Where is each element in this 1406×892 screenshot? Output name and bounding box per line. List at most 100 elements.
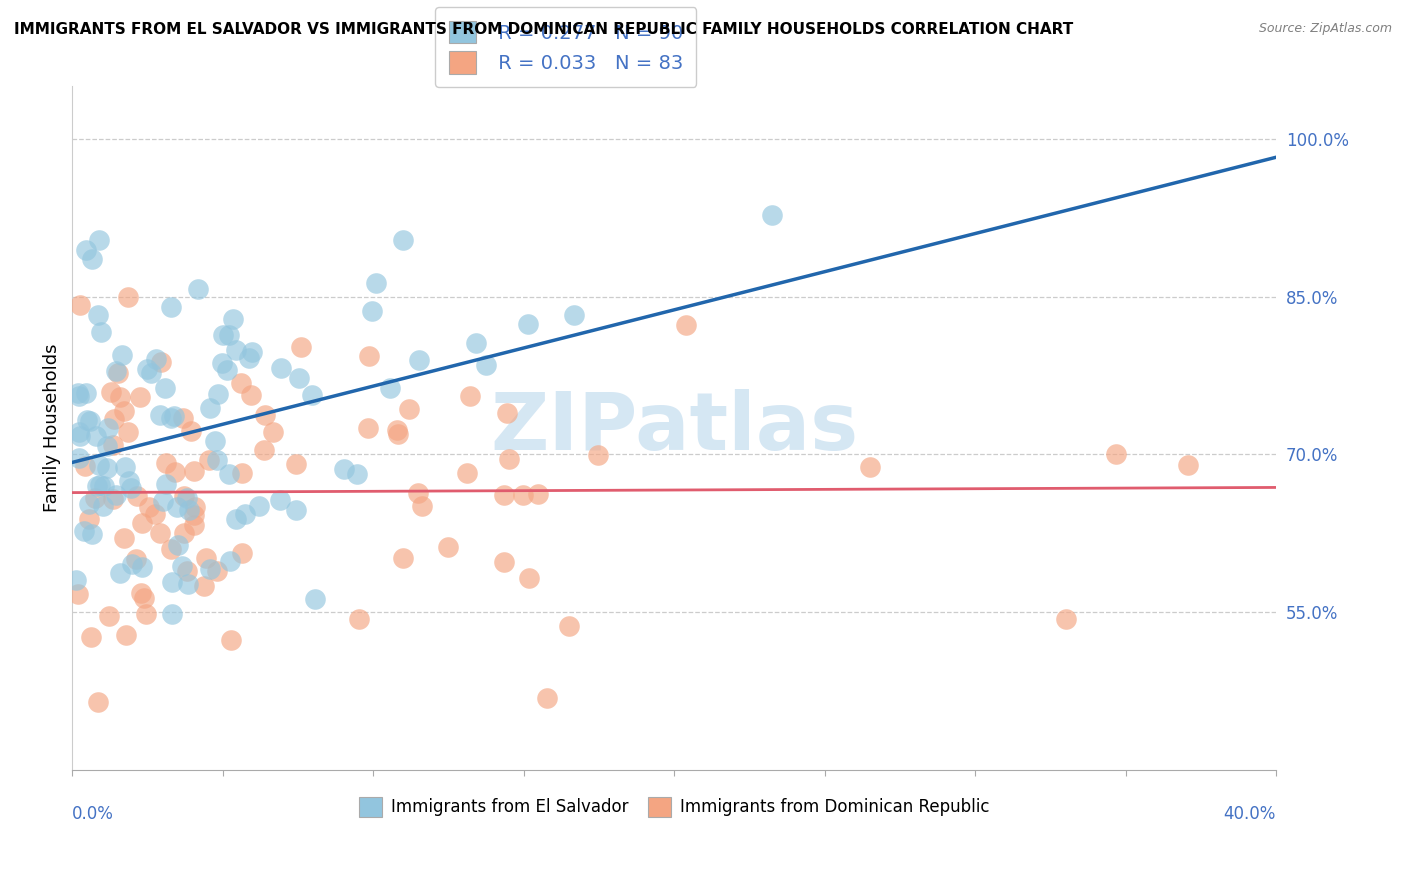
Point (186, 282, 208, 296)
Point (170, 559, 193, 574)
Point (172, 411, 194, 425)
Point (118, 474, 141, 488)
Text: Source: ZipAtlas.com: Source: ZipAtlas.com (1258, 22, 1392, 36)
Point (152, 494, 174, 508)
Point (87, 233, 110, 247)
Point (167, 537, 190, 551)
Point (517, 571, 540, 585)
Point (125, 489, 148, 503)
Text: 40.0%: 40.0% (1223, 805, 1277, 822)
Point (517, 318, 540, 332)
Point (262, 425, 284, 439)
Point (67, 385, 90, 400)
Point (149, 526, 172, 541)
Point (198, 453, 221, 467)
Point (86, 478, 108, 492)
Point (100, 384, 122, 399)
Point (456, 467, 478, 481)
Point (67, 451, 90, 466)
Point (149, 355, 172, 369)
Point (247, 499, 270, 513)
Point (117, 425, 139, 439)
Point (859, 459, 882, 474)
Point (558, 619, 581, 633)
Point (387, 427, 409, 442)
Point (75, 386, 97, 401)
Point (111, 348, 134, 362)
Point (288, 371, 311, 385)
Point (225, 512, 247, 526)
Point (73, 524, 96, 538)
Point (93, 479, 115, 493)
Point (69, 429, 91, 443)
Point (176, 491, 198, 505)
Point (120, 481, 142, 495)
Point (675, 318, 697, 333)
Point (495, 406, 517, 420)
Point (194, 551, 217, 566)
Point (301, 388, 323, 402)
Point (138, 500, 160, 514)
Point (105, 488, 128, 502)
Point (357, 421, 380, 435)
Point (135, 607, 157, 622)
Point (129, 585, 152, 599)
Point (492, 488, 515, 502)
Point (231, 466, 253, 480)
Point (205, 564, 228, 578)
Point (385, 424, 408, 438)
Point (586, 448, 609, 462)
Point (114, 460, 136, 475)
Point (112, 532, 135, 546)
Point (173, 489, 195, 503)
Point (143, 507, 166, 521)
Point (96, 461, 118, 475)
Point (347, 612, 370, 626)
Point (207, 386, 229, 401)
Point (212, 328, 235, 343)
Point (83, 491, 105, 505)
Point (129, 390, 152, 404)
Point (458, 389, 481, 403)
Point (114, 628, 136, 642)
Point (218, 467, 240, 482)
Point (231, 546, 253, 560)
Point (179, 502, 201, 516)
Point (125, 552, 148, 566)
Point (494, 555, 516, 569)
Point (436, 540, 458, 554)
Point (145, 352, 167, 367)
Point (229, 376, 252, 390)
Point (160, 574, 183, 589)
Point (77, 498, 100, 512)
Point (211, 356, 233, 370)
Point (562, 308, 585, 322)
Point (536, 691, 558, 706)
Point (198, 401, 221, 416)
Point (159, 410, 181, 425)
Point (132, 591, 155, 606)
Point (346, 467, 368, 482)
Point (96, 439, 118, 453)
Point (121, 557, 143, 571)
Point (84, 429, 107, 443)
Point (406, 486, 429, 500)
Point (270, 360, 292, 375)
Point (284, 503, 307, 517)
Point (240, 345, 263, 359)
Point (160, 607, 183, 621)
Y-axis label: Family Households: Family Households (44, 344, 60, 512)
Point (304, 592, 326, 607)
Point (364, 277, 387, 291)
Point (165, 465, 187, 479)
Point (79, 414, 101, 428)
Point (193, 579, 215, 593)
Point (253, 442, 276, 457)
Point (219, 633, 242, 648)
Point (131, 559, 153, 574)
Point (392, 551, 415, 566)
Point (411, 499, 433, 513)
Text: ZIPatlas: ZIPatlas (491, 389, 858, 467)
Point (104, 363, 127, 377)
Point (101, 492, 124, 507)
